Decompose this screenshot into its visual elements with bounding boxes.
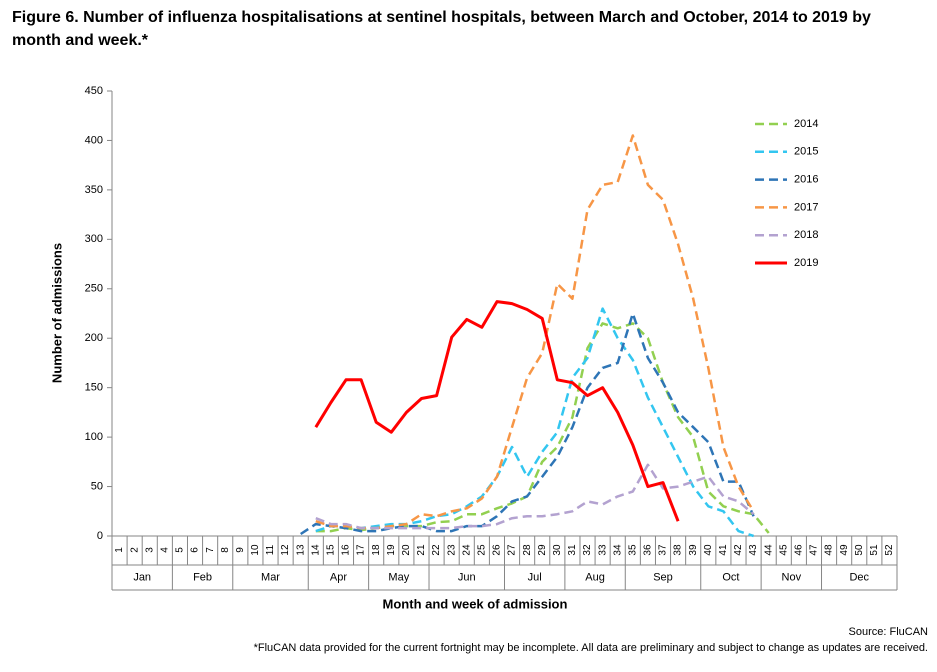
chart-title: Figure 6. Number of influenza hospitalis…: [12, 9, 871, 49]
x-tick-label: 50: [854, 544, 865, 556]
legend-label: 2016: [794, 174, 818, 186]
x-tick-label: 29: [537, 544, 548, 556]
x-group-label: Mar: [261, 571, 280, 583]
y-tick-label: 450: [85, 85, 103, 97]
legend-label: 2015: [794, 146, 818, 158]
series-line: [315, 463, 755, 530]
x-tick-label: 3: [144, 547, 155, 553]
x-tick-label: 49: [839, 544, 850, 556]
y-tick-label: 150: [85, 382, 103, 394]
y-tick-label: 200: [85, 332, 103, 344]
y-tick-label: 100: [85, 431, 103, 443]
x-tick-label: 13: [295, 544, 306, 556]
x-tick-label: 5: [175, 547, 186, 553]
x-group-label: Dec: [849, 571, 869, 583]
legend-label: 2014: [794, 118, 818, 130]
source: Source: FluCAN: [849, 626, 929, 638]
x-group-label: Jun: [458, 571, 476, 583]
x-tick-label: 2: [129, 547, 140, 553]
x-tick-label: 27: [507, 544, 518, 556]
x-group-label: Oct: [722, 571, 739, 583]
x-tick-label: 23: [446, 544, 457, 556]
x-tick-label: 8: [220, 547, 231, 553]
legend-label: 2019: [794, 257, 818, 269]
x-group-label: Apr: [330, 571, 347, 583]
y-tick-label: 0: [97, 530, 103, 542]
x-group-label: Jul: [528, 571, 542, 583]
x-group-label: May: [388, 571, 409, 583]
legend-label: 2018: [794, 229, 818, 241]
x-tick-label: 22: [431, 544, 442, 556]
x-tick-label: 39: [688, 544, 699, 556]
x-tick-label: 1: [114, 547, 125, 553]
x-tick-label: 40: [703, 544, 714, 556]
x-axis-title: Month and week of admission: [383, 596, 568, 611]
x-group-label: Feb: [193, 571, 212, 583]
series-line: [315, 134, 755, 530]
x-group-label: Sep: [653, 571, 673, 583]
y-tick-label: 400: [85, 134, 103, 146]
x-tick-label: 26: [492, 544, 503, 556]
x-tick-label: 4: [159, 547, 170, 553]
y-tick-label: 250: [85, 283, 103, 295]
x-tick-label: 19: [386, 544, 397, 556]
x-tick-label: 24: [461, 544, 472, 556]
x-tick-label: 7: [205, 547, 216, 553]
x-tick-label: 18: [371, 544, 382, 556]
x-tick-label: 36: [643, 544, 654, 556]
x-tick-label: 12: [280, 544, 291, 556]
x-tick-label: 21: [416, 544, 427, 556]
x-tick-label: 48: [824, 544, 835, 556]
x-tick-label: 43: [748, 544, 759, 556]
x-tick-label: 35: [627, 544, 638, 556]
legend-label: 2017: [794, 201, 818, 213]
series-line: [300, 312, 755, 536]
x-group-label: Aug: [585, 571, 605, 583]
x-tick-label: 17: [356, 544, 367, 556]
x-tick-label: 34: [612, 544, 623, 556]
x-tick-label: 20: [401, 544, 412, 556]
x-tick-label: 31: [567, 544, 578, 556]
footnote: *FluCAN data provided for the current fo…: [254, 642, 928, 654]
x-tick-label: 14: [310, 544, 321, 556]
x-tick-label: 9: [235, 547, 246, 553]
x-tick-label: 45: [778, 544, 789, 556]
x-group-label: Jan: [133, 571, 151, 583]
y-tick-label: 300: [85, 233, 103, 245]
x-tick-label: 25: [476, 544, 487, 556]
x-tick-label: 46: [794, 544, 805, 556]
x-group-label: Nov: [782, 571, 802, 583]
x-tick-label: 41: [718, 544, 729, 556]
y-axis-title: Number of admissions: [49, 243, 64, 383]
x-tick-label: 16: [341, 544, 352, 556]
x-tick-label: 44: [763, 544, 774, 556]
series-line: [315, 307, 754, 538]
x-tick-label: 33: [597, 544, 608, 556]
x-tick-label: 52: [884, 544, 895, 556]
x-tick-label: 51: [869, 544, 880, 556]
y-tick-label: 50: [91, 480, 103, 492]
x-tick-label: 28: [522, 544, 533, 556]
x-tick-label: 30: [552, 544, 563, 556]
x-tick-label: 42: [733, 544, 744, 556]
x-tick-label: 37: [658, 544, 669, 556]
x-tick-label: 6: [190, 547, 201, 553]
series-line: [314, 300, 680, 522]
x-tick-label: 15: [326, 544, 337, 556]
y-tick-label: 350: [85, 184, 103, 196]
x-tick-label: 10: [250, 544, 261, 556]
x-tick-label: 38: [673, 544, 684, 556]
x-tick-label: 47: [809, 544, 820, 556]
x-tick-label: 32: [582, 544, 593, 556]
x-tick-label: 11: [265, 544, 276, 555]
